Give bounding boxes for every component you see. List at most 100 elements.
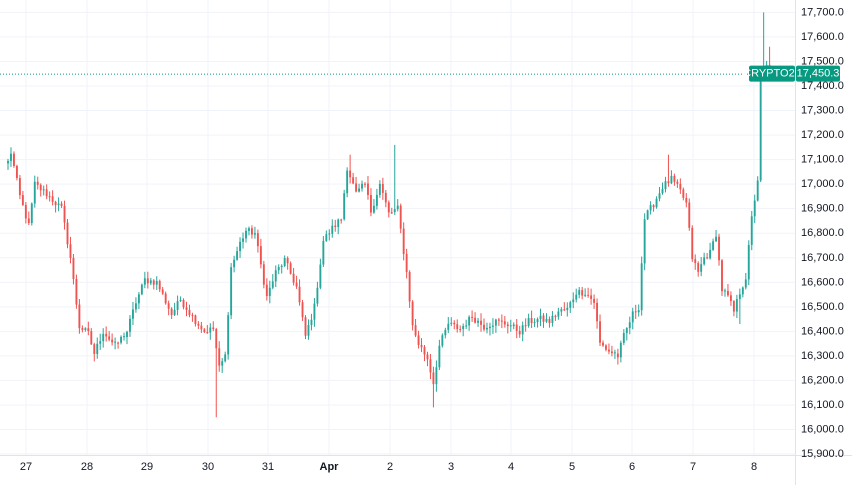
candle[interactable] xyxy=(527,313,530,328)
candle[interactable] xyxy=(96,337,99,359)
candle[interactable] xyxy=(42,185,45,196)
candle[interactable] xyxy=(506,321,509,334)
candle[interactable] xyxy=(509,319,512,332)
candle[interactable] xyxy=(581,286,584,300)
candle[interactable] xyxy=(384,189,387,208)
candle[interactable] xyxy=(515,319,518,339)
candle[interactable] xyxy=(524,318,527,332)
candle[interactable] xyxy=(164,291,167,305)
candle[interactable] xyxy=(685,193,688,208)
candle[interactable] xyxy=(33,175,36,208)
candle[interactable] xyxy=(557,307,560,320)
candle[interactable] xyxy=(735,294,738,319)
candle[interactable] xyxy=(378,180,381,198)
candle[interactable] xyxy=(27,211,30,226)
candle[interactable] xyxy=(667,154,670,187)
candle[interactable] xyxy=(316,281,319,307)
candle[interactable] xyxy=(453,320,456,330)
candle[interactable] xyxy=(551,311,554,327)
candle[interactable] xyxy=(155,276,158,290)
candle[interactable] xyxy=(170,307,173,319)
candle[interactable] xyxy=(292,267,295,286)
candle[interactable] xyxy=(447,316,450,334)
candle[interactable] xyxy=(221,358,224,373)
candle[interactable] xyxy=(747,240,750,286)
candle[interactable] xyxy=(545,313,548,323)
candle[interactable] xyxy=(661,182,664,195)
candle[interactable] xyxy=(729,291,732,306)
candle[interactable] xyxy=(57,197,60,212)
candle[interactable] xyxy=(613,349,616,359)
candle[interactable] xyxy=(262,260,265,289)
candle[interactable] xyxy=(120,335,122,345)
candle[interactable] xyxy=(471,310,474,322)
candle[interactable] xyxy=(435,360,438,392)
candle[interactable] xyxy=(280,264,283,274)
candle[interactable] xyxy=(248,226,250,236)
candle[interactable] xyxy=(197,321,200,329)
candle[interactable] xyxy=(215,327,218,418)
candle[interactable] xyxy=(111,333,114,346)
candle[interactable] xyxy=(640,256,643,316)
candle[interactable] xyxy=(352,172,355,185)
candle[interactable] xyxy=(286,256,289,270)
candle[interactable] xyxy=(242,232,244,249)
candle[interactable] xyxy=(108,331,111,342)
candle[interactable] xyxy=(140,283,143,296)
candle[interactable] xyxy=(117,341,120,349)
candle[interactable] xyxy=(500,314,503,329)
candle[interactable] xyxy=(134,297,137,313)
candle[interactable] xyxy=(483,318,485,332)
candle[interactable] xyxy=(265,278,268,301)
candle[interactable] xyxy=(224,351,227,363)
candle[interactable] xyxy=(664,176,667,193)
candle[interactable] xyxy=(245,227,247,243)
candle[interactable] xyxy=(605,344,607,352)
candlestick-series[interactable] xyxy=(7,12,774,418)
candle[interactable] xyxy=(477,317,479,327)
candle[interactable] xyxy=(188,304,191,318)
candle[interactable] xyxy=(18,174,21,200)
candle[interactable] xyxy=(137,292,140,310)
candle[interactable] xyxy=(251,225,253,239)
candle[interactable] xyxy=(718,233,720,266)
candle[interactable] xyxy=(706,253,709,260)
candle[interactable] xyxy=(673,173,676,186)
candle[interactable] xyxy=(355,176,358,193)
candle[interactable] xyxy=(48,191,51,202)
candle[interactable] xyxy=(491,318,494,334)
candle[interactable] xyxy=(75,274,78,309)
candle[interactable] xyxy=(99,333,102,350)
candle[interactable] xyxy=(634,304,637,319)
candle[interactable] xyxy=(72,253,75,285)
candle[interactable] xyxy=(414,318,417,338)
candle[interactable] xyxy=(420,338,423,353)
candle[interactable] xyxy=(358,183,360,193)
candle[interactable] xyxy=(465,319,468,329)
candle[interactable] xyxy=(36,176,39,190)
candle[interactable] xyxy=(619,340,622,363)
candle[interactable] xyxy=(759,71,762,183)
candle[interactable] xyxy=(456,319,459,333)
candle[interactable] xyxy=(146,271,149,289)
candle[interactable] xyxy=(322,236,325,268)
candle[interactable] xyxy=(259,238,262,269)
candle[interactable] xyxy=(114,337,117,350)
candle[interactable] xyxy=(24,201,27,224)
candle[interactable] xyxy=(441,333,444,348)
candle[interactable] xyxy=(542,313,545,328)
candle[interactable] xyxy=(497,317,500,326)
candle[interactable] xyxy=(209,323,212,340)
candle[interactable] xyxy=(361,180,363,192)
candle[interactable] xyxy=(84,327,87,332)
candle[interactable] xyxy=(750,210,753,251)
candle[interactable] xyxy=(438,339,441,371)
candle[interactable] xyxy=(539,308,542,327)
candle[interactable] xyxy=(126,330,128,345)
candle[interactable] xyxy=(274,265,277,288)
candle[interactable] xyxy=(21,190,24,207)
candle[interactable] xyxy=(405,248,408,279)
candle[interactable] xyxy=(176,295,179,316)
candle[interactable] xyxy=(715,229,717,243)
candle[interactable] xyxy=(340,218,343,224)
